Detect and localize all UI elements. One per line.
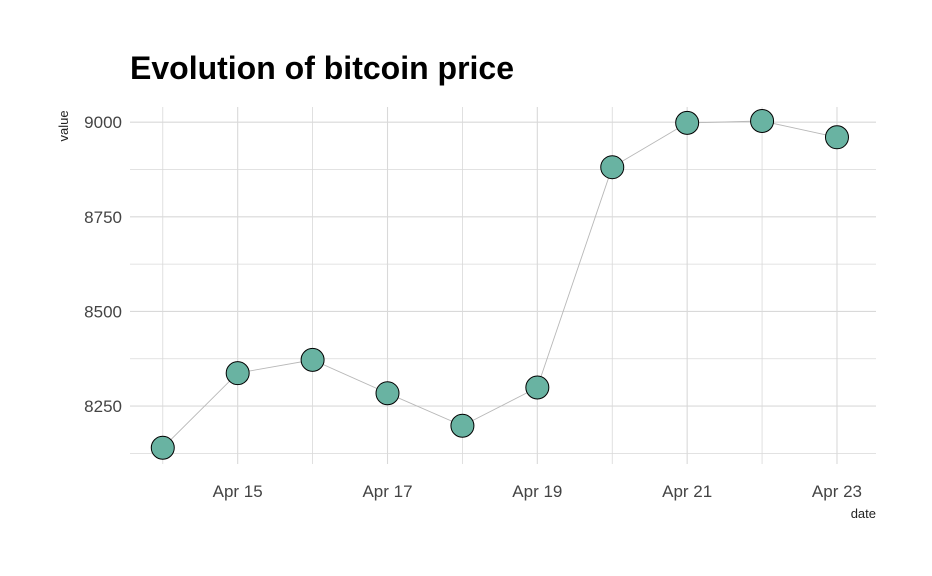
data-point <box>300 347 325 372</box>
x-tick-label: Apr 21 <box>662 482 712 501</box>
chart-title: Evolution of bitcoin price <box>130 50 514 86</box>
data-point <box>600 155 625 180</box>
x-tick-label: Apr 17 <box>362 482 412 501</box>
series-line-group <box>162 120 838 449</box>
y-tick-label: 8750 <box>84 208 122 227</box>
x-tick-label: Apr 15 <box>213 482 263 501</box>
data-point <box>675 110 700 135</box>
data-point <box>150 435 175 460</box>
y-axis-title: value <box>56 110 71 141</box>
y-tick-label: 9000 <box>84 113 122 132</box>
x-tick-label: Apr 23 <box>812 482 862 501</box>
grid <box>130 107 876 464</box>
data-point <box>525 375 550 400</box>
data-point <box>450 413 475 438</box>
y-tick-label: 8500 <box>84 302 122 321</box>
x-axis-title: date <box>851 506 876 521</box>
data-point <box>750 109 775 134</box>
data-point <box>225 361 250 386</box>
data-points <box>150 109 849 460</box>
y-tick-label: 8250 <box>84 397 122 416</box>
tick-labels: Apr 15 Apr 17 Apr 19 Apr 21 Apr 23 8250 8500 87… <box>84 113 862 501</box>
x-tick-label: Apr 19 <box>512 482 562 501</box>
series-line <box>162 120 838 449</box>
data-point <box>375 381 400 406</box>
data-point <box>824 125 849 150</box>
